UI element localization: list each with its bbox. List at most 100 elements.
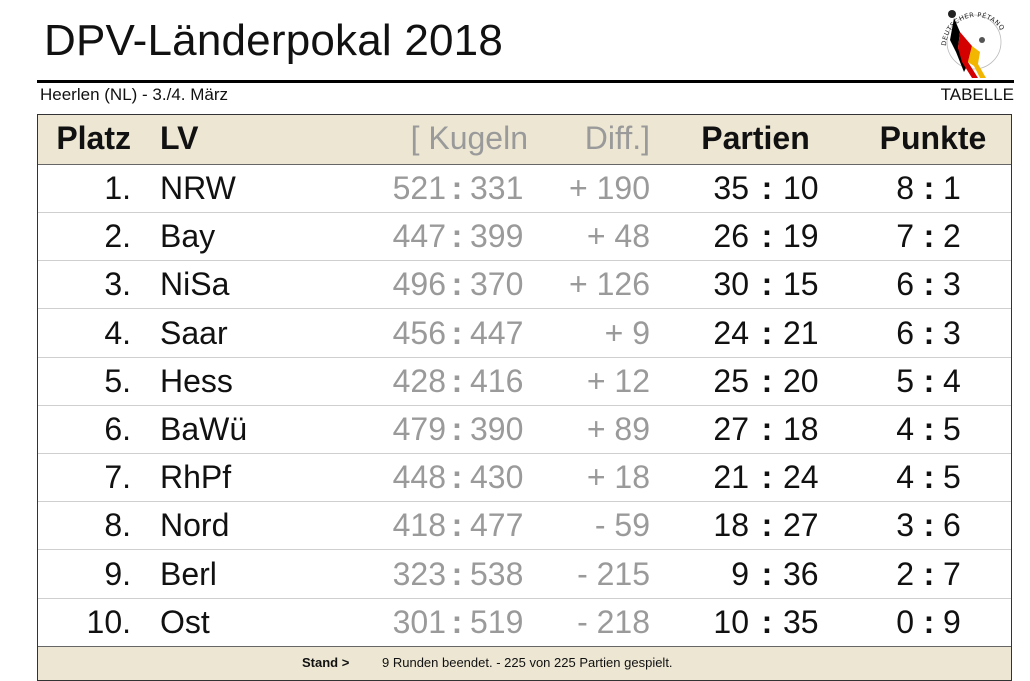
kugeln-for-cell: 521: [392, 170, 446, 206]
col-header-lv: LV: [160, 120, 199, 156]
partien-won-cell: 26: [713, 218, 749, 255]
punkte-lost-cell: 5: [943, 459, 961, 496]
kugeln-for-cell: 418: [392, 507, 446, 544]
col-header-platz: Platz: [56, 120, 131, 156]
partien-won-cell: 30: [713, 266, 749, 303]
partien-won-cell: 21: [713, 459, 749, 496]
score-separator: :: [451, 555, 463, 592]
diff-cell: - 218: [577, 603, 650, 640]
page-title: DPV-Länderpokal 2018: [44, 16, 503, 65]
table-footer: Stand > 9 Runden beendet. - 225 von 225 …: [38, 646, 1011, 680]
score-separator: :: [761, 603, 773, 640]
punkte-lost-cell: 2: [943, 218, 961, 255]
kugeln-for-cell: 456: [392, 314, 446, 351]
kugeln-against-cell: 399: [470, 218, 524, 255]
score-separator: :: [761, 507, 773, 544]
punkte-won-cell: 6: [896, 314, 914, 351]
kugeln-against-cell: 430: [470, 459, 524, 496]
diff-cell: + 18: [586, 459, 650, 496]
table-row: 10. Ost 301:519- 218 10:35 0:9: [38, 599, 1011, 647]
diff-cell: - 215: [577, 555, 650, 592]
partien-lost-cell: 20: [783, 362, 819, 399]
event-location: Heerlen (NL) - 3./4. März: [40, 85, 228, 104]
punkte-lost-cell: 5: [943, 411, 961, 447]
punkte-won-cell: 6: [896, 266, 914, 303]
kugeln-for-cell: 448: [392, 459, 446, 496]
punkte-won-cell: 5: [896, 362, 914, 399]
partien-won-cell: 35: [713, 170, 749, 206]
score-separator: :: [761, 459, 773, 496]
kugeln-for-cell: 428: [392, 362, 446, 399]
score-separator: :: [761, 170, 773, 206]
rank-cell: 8.: [104, 507, 131, 544]
punkte-won-cell: 4: [896, 411, 914, 447]
partien-lost-cell: 21: [783, 314, 819, 351]
score-separator: :: [923, 411, 935, 447]
table-header: Platz LV [ Kugeln Diff.] Partien Punkte: [38, 115, 1011, 165]
rank-cell: 7.: [104, 459, 131, 496]
diff-cell: + 12: [586, 362, 650, 399]
rank-cell: 1.: [104, 170, 131, 206]
score-separator: :: [923, 603, 935, 640]
score-separator: :: [451, 603, 463, 640]
punkte-lost-cell: 7: [943, 555, 961, 592]
score-separator: :: [761, 555, 773, 592]
partien-lost-cell: 35: [783, 603, 819, 640]
col-header-kugeln: [ Kugeln: [410, 120, 528, 156]
partien-lost-cell: 15: [783, 266, 819, 303]
footer-status: 9 Runden beendet. - 225 von 225 Partien …: [382, 655, 673, 670]
diff-cell: - 59: [594, 507, 650, 544]
rank-cell: 10.: [86, 603, 131, 640]
table-row: 4. Saar 456:447 + 9 24:21 6:3: [38, 310, 1011, 358]
partien-won-cell: 27: [713, 411, 749, 447]
footer-label: Stand >: [302, 655, 350, 670]
table-row: 6. BaWü 479:390 + 89 27:18 4:5: [38, 406, 1011, 454]
score-separator: :: [923, 266, 935, 303]
score-separator: :: [761, 362, 773, 399]
score-separator: :: [451, 218, 463, 255]
partien-lost-cell: 36: [783, 555, 819, 592]
score-separator: :: [451, 507, 463, 544]
partien-lost-cell: 19: [783, 218, 819, 255]
partien-won-cell: 25: [713, 362, 749, 399]
score-separator: :: [923, 170, 935, 206]
score-separator: :: [451, 411, 463, 447]
partien-lost-cell: 18: [783, 411, 819, 447]
section-label: TABELLE: [940, 85, 1014, 104]
punkte-won-cell: 8: [896, 170, 914, 206]
score-separator: :: [451, 314, 463, 351]
kugeln-against-cell: 519: [470, 603, 524, 640]
score-separator: :: [761, 266, 773, 303]
punkte-won-cell: 3: [896, 507, 914, 544]
punkte-lost-cell: 1: [943, 170, 961, 206]
partien-lost-cell: 27: [783, 507, 819, 544]
diff-cell: + 9: [604, 314, 650, 351]
kugeln-for-cell: 447: [392, 218, 446, 255]
kugeln-for-cell: 323: [392, 555, 446, 592]
rank-cell: 2.: [104, 218, 131, 255]
col-header-diff: Diff.]: [584, 120, 650, 156]
diff-cell: + 48: [586, 218, 650, 255]
table-row: 5. Hess 428:416 + 12 25:20 5:4: [38, 358, 1011, 406]
table-row: 3. NiSa 496:370 + 126 30:15 6:3: [38, 261, 1011, 310]
punkte-won-cell: 0: [896, 603, 914, 640]
score-separator: :: [923, 459, 935, 496]
kugeln-against-cell: 477: [470, 507, 524, 544]
score-separator: :: [923, 362, 935, 399]
diff-cell: + 190: [569, 170, 650, 206]
partien-lost-cell: 10: [783, 170, 819, 206]
lv-cell: Hess: [160, 362, 233, 399]
punkte-lost-cell: 3: [943, 314, 961, 351]
punkte-lost-cell: 3: [943, 266, 961, 303]
punkte-won-cell: 7: [896, 218, 914, 255]
lv-cell: Bay: [160, 218, 216, 255]
partien-lost-cell: 24: [783, 459, 819, 496]
partien-won-cell: 24: [713, 314, 749, 351]
punkte-lost-cell: 9: [943, 603, 961, 640]
kugeln-against-cell: 390: [470, 411, 524, 447]
punkte-won-cell: 2: [896, 555, 914, 592]
score-separator: :: [451, 459, 463, 496]
header-rule: [37, 80, 1014, 83]
rank-cell: 4.: [104, 314, 131, 351]
kugeln-against-cell: 416: [470, 362, 524, 399]
